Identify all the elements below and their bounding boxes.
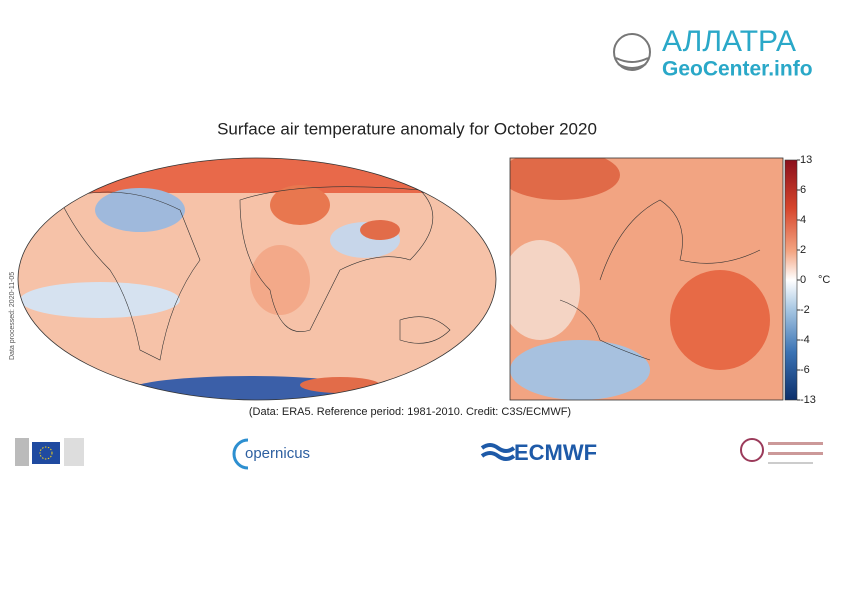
partner-name: opernicus — [245, 445, 310, 462]
partner-name: ECMWF — [514, 440, 597, 465]
logo-site: GeoCenter.info — [662, 58, 813, 81]
colorbar-tick-label: 13 — [800, 154, 812, 166]
side-note: Data processed: 2020-11-05 — [9, 272, 16, 360]
colorbar-tick-label: -13 — [800, 394, 816, 406]
ecmwf-logo: ECMWF — [480, 440, 597, 465]
colorbar-tick-label: -2 — [800, 304, 810, 316]
credit: (Data: ERA5. Reference period: 1981-2010… — [249, 406, 571, 418]
colorbar-tick-label: -4 — [800, 334, 810, 346]
colorbar-tick-label: -6 — [800, 364, 810, 376]
colorbar-tick-label: 0 — [800, 274, 806, 286]
copernicus-logo: opernicus — [232, 438, 310, 470]
europe-map — [510, 158, 783, 400]
eu-logo — [15, 438, 84, 466]
world-map — [18, 158, 496, 400]
climate-logo — [740, 438, 823, 464]
colorbar — [784, 159, 798, 401]
colorbar-unit: °C — [818, 274, 830, 286]
colorbar-tick-label: 6 — [800, 184, 806, 196]
logo: АЛЛАТРА GeoCenter.info — [613, 25, 813, 81]
colorbar-tick-label: 2 — [800, 244, 806, 256]
logo-name: АЛЛАТРА — [662, 25, 796, 58]
colorbar-tick-label: 4 — [800, 214, 806, 226]
title: Surface air temperature anomaly for Octo… — [217, 119, 597, 138]
